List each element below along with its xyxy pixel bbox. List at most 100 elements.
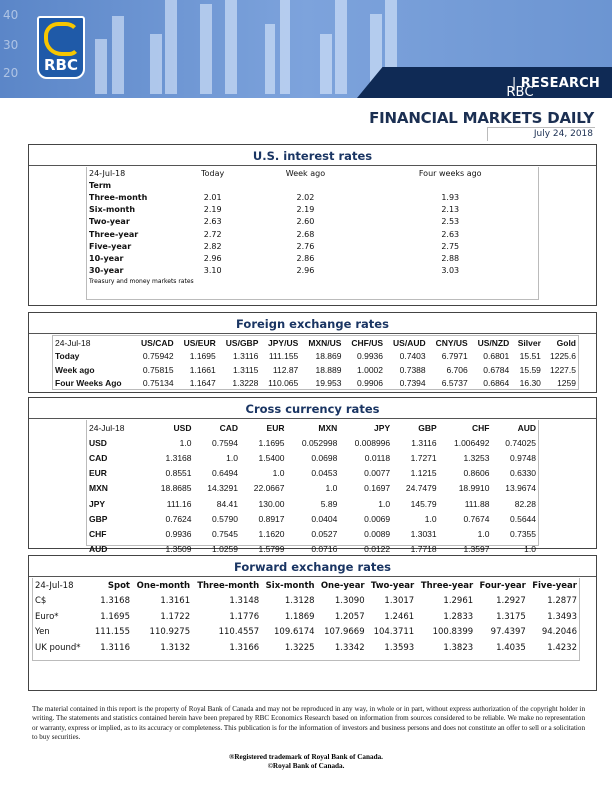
banner-left: RBC ECONOMICS [506, 85, 534, 98]
row-label: Six-month [89, 205, 136, 215]
cell-value: 1.0 [477, 528, 490, 539]
column-header: One-year [320, 580, 365, 591]
cell-value: 1.1722 [160, 611, 191, 622]
cell-value: 111.88 [464, 498, 490, 509]
cell-value: 1.0 [424, 513, 437, 524]
column-header: Gold [556, 337, 576, 348]
column-header: One-month [136, 580, 191, 591]
row-label: Yen [35, 627, 50, 638]
cell-value: 6.706 [446, 364, 468, 375]
cell-value: 2.01 [203, 192, 222, 202]
table-row: Three-month 2.01 2.02 1.93 [87, 191, 538, 203]
cell-value: 1.3597 [463, 544, 490, 555]
column-header: Three-year [420, 580, 474, 591]
column-header: CHF [471, 422, 490, 433]
cell-value: 111.155 [94, 627, 130, 638]
cell-value: 1.3253 [463, 452, 490, 463]
cell-value: 1.3116 [411, 437, 437, 448]
banner-axis-label: 20 [3, 66, 19, 80]
header-row: 24-Jul-18 Spot One-month Three-month Six-mon… [33, 578, 579, 594]
column-header: CAD [219, 422, 238, 433]
cell-value: 2.75 [441, 241, 460, 251]
column-header: US/GBP [225, 337, 259, 348]
table-row: C$ 1.3168 1.3161 1.3148 1.3128 1.3090 1.3017 1.… [33, 594, 579, 610]
cell-value: 1.0 [179, 437, 192, 448]
cell-value: 0.7388 [399, 364, 426, 375]
cell-value: 0.6801 [483, 351, 510, 362]
cell-value: 100.8399 [432, 627, 474, 638]
cell-value: 1.1620 [258, 528, 285, 539]
cell-value: 1.2057 [334, 611, 365, 622]
row-label: Euro* [35, 611, 59, 622]
cell-value: 14.3291 [207, 483, 238, 494]
column-header: 24-Jul-18 [89, 422, 125, 433]
row-label: USD [89, 437, 107, 448]
table-row: JPY 111.16 84.41 130.00 5.89 1.0 145.79 111.88 8… [87, 496, 538, 511]
column-header: USD [173, 422, 192, 433]
cell-value: 1.3017 [384, 596, 415, 607]
column-header: CNY/US [435, 337, 468, 348]
cell-value: 0.75942 [142, 351, 174, 362]
cell-value: 0.9906 [357, 378, 383, 389]
table-row: Three-year 2.72 2.68 2.63 [87, 228, 538, 240]
cell-value: 2.13 [441, 205, 460, 215]
cell-value: 2.82 [203, 241, 222, 251]
cell-value: 1.93 [441, 192, 460, 202]
table-row: CHF 0.9936 0.7545 1.1620 0.0527 0.0089 1.3031 1… [87, 526, 538, 541]
table-row: Euro* 1.1695 1.1722 1.1776 1.1869 1.2057 1.246… [33, 609, 579, 625]
table-row: AUD 1.3509 1.0259 1.5799 0.0716 0.0122 1.7718 1… [87, 542, 538, 557]
cell-value: 1.3161 [160, 596, 191, 607]
cell-value: 1.3116 [100, 642, 130, 653]
row-label: Two-year [89, 217, 130, 227]
column-header: Today [201, 168, 225, 178]
column-header: 24-Jul-18 [35, 580, 74, 591]
column-header: Spot [107, 580, 130, 591]
cell-value: 18.8685 [160, 483, 192, 494]
cell-value: 1.3031 [410, 528, 437, 539]
cell-value: 0.0089 [364, 528, 391, 539]
cell-value: 0.0453 [311, 468, 338, 479]
row-label: Three-month [89, 192, 148, 202]
cell-value: 145.79 [410, 498, 437, 509]
column-header: EUR [266, 422, 285, 433]
fx-table: 24-Jul-18 US/CAD US/EUR US/GBP JPY/US MXN/US C… [53, 336, 578, 390]
cell-value: 0.7624 [165, 513, 192, 524]
cell-value: 1.3228 [232, 378, 259, 389]
cell-value: 1.3175 [496, 611, 526, 622]
row-label: 30-year [89, 266, 124, 276]
forward-section: Forward exchange rates 24-Jul-18 Spot One-… [28, 555, 597, 691]
cell-value: 97.4397 [490, 627, 526, 638]
column-header: Three-month [197, 580, 260, 591]
cell-value: 0.0069 [364, 513, 391, 524]
cell-value: 0.74025 [505, 437, 536, 448]
cell-value: 1.4232 [547, 642, 577, 653]
cell-value: 5.89 [320, 498, 338, 509]
cell-value: 1.3168 [165, 452, 192, 463]
cell-value: 0.5644 [510, 513, 536, 524]
cell-value: 0.8606 [463, 468, 490, 479]
column-header: Silver [517, 337, 541, 348]
cell-value: 1.0 [226, 452, 238, 463]
cell-value: 1.3132 [160, 642, 191, 653]
table-row: Six-month 2.19 2.19 2.13 [87, 204, 538, 216]
table-row: 10-year 2.96 2.86 2.88 [87, 252, 538, 264]
row-label: 10-year [89, 253, 124, 263]
cell-value: 2.63 [441, 229, 460, 239]
row-label: UK pound* [35, 642, 81, 653]
cell-value: 0.0404 [311, 513, 338, 524]
cell-value: 2.19 [296, 205, 315, 215]
cell-value: 0.008996 [354, 437, 391, 448]
row-label: CHF [89, 528, 107, 539]
cell-value: 6.7971 [441, 351, 468, 362]
column-header: 24-Jul-18 [89, 168, 126, 178]
cell-value: 110.9275 [149, 627, 191, 638]
column-header: US/EUR [183, 337, 216, 348]
cell-value: 0.8551 [165, 468, 192, 479]
cell-value: 0.75815 [142, 364, 174, 375]
header-row: 24-Jul-18 US/CAD US/EUR US/GBP JPY/US MXN/US C… [53, 336, 578, 350]
cell-value: 1.3116 [233, 351, 259, 362]
row-label: JPY [89, 498, 106, 509]
cell-value: 1.7718 [410, 544, 437, 555]
table-row: MXN 18.8685 14.3291 22.0667 1.0 0.1697 24.7479… [87, 481, 538, 496]
cell-value: 1.7271 [410, 452, 437, 463]
